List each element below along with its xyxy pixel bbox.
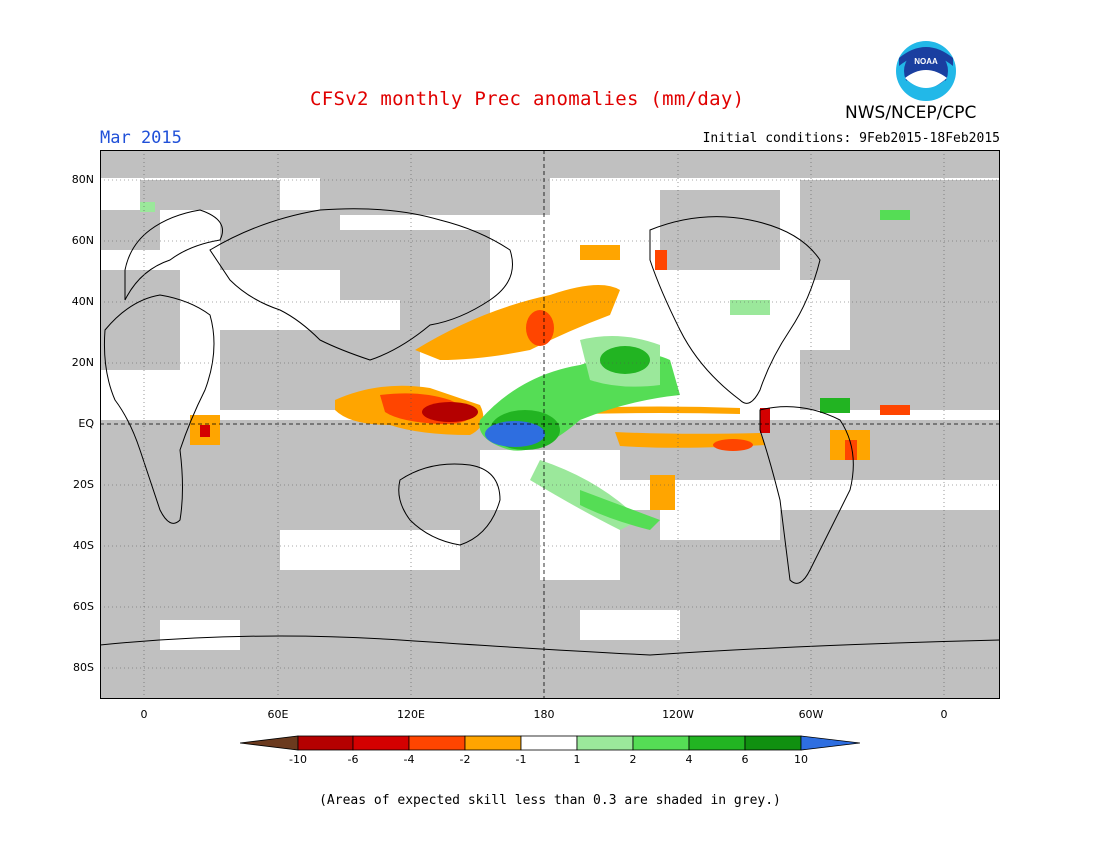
skill-note: (Areas of expected skill less than 0.3 a…: [319, 793, 781, 808]
colorbar-segment: [297, 735, 354, 751]
colorbar-label: 1: [573, 753, 581, 766]
coast-asia: [209, 208, 513, 361]
dry-core-north-pacific: [526, 310, 554, 346]
lat-label: 60S: [73, 600, 94, 613]
lat-label: 20N: [71, 356, 94, 369]
colorbar-label: -10: [289, 753, 307, 766]
wet-core-west-pacific: [485, 421, 545, 447]
dry-core-philippines: [422, 402, 478, 422]
colorbar-label: -6: [347, 753, 359, 766]
dry-anomalies: [190, 245, 910, 510]
agency-label: NWS/NCEP/CPC: [845, 103, 977, 123]
anomaly-map: [100, 150, 1000, 699]
lat-label: 40N: [71, 295, 94, 308]
lon-label: 0: [940, 708, 948, 721]
wet-anomalies: [140, 202, 910, 530]
coast-australia: [398, 463, 501, 546]
lon-label: 0: [140, 708, 148, 721]
colorbar-label: -4: [403, 753, 415, 766]
lat-label: 20S: [73, 478, 94, 491]
dry-region-central-america: [760, 408, 770, 433]
colorbar-arrow-right: [800, 735, 860, 751]
colorbar-segment: [576, 735, 634, 751]
colorbar-label: 4: [685, 753, 693, 766]
lat-label: 60N: [71, 234, 94, 247]
wet-region-amazon: [820, 398, 850, 413]
lat-label: 40S: [73, 539, 94, 552]
noaa-logo: NOAA: [896, 41, 956, 101]
wet-core-subtropical: [600, 346, 650, 374]
dry-core-equatorial-pacific: [713, 439, 753, 451]
initial-conditions: Initial conditions: 9Feb2015-18Feb2015: [702, 131, 1000, 146]
chart-title: CFSv2 monthly Prec anomalies (mm/day): [310, 88, 745, 110]
coast-africa: [103, 294, 215, 524]
colorbar-label: -1: [515, 753, 527, 766]
coast-south-america: [759, 406, 854, 584]
dry-region-alaska: [655, 250, 667, 270]
coast-antarctica: [100, 635, 1000, 656]
dry-region-atlantic: [880, 405, 910, 415]
colorbar-label: -2: [459, 753, 471, 766]
colorbar-segment: [632, 735, 690, 751]
colorbar-arrow-left: [240, 735, 299, 751]
colorbar-label: 2: [629, 753, 637, 766]
lon-label: 120W: [662, 708, 694, 721]
coast-north-america: [649, 216, 821, 404]
colorbar-label: 10: [794, 753, 808, 766]
coast-europe: [124, 209, 223, 301]
colorbar: [240, 735, 860, 751]
lat-label: 80S: [73, 661, 94, 674]
colorbar-segment: [520, 735, 578, 751]
forecast-month: Mar 2015: [100, 128, 182, 148]
lon-label: 60E: [267, 708, 289, 721]
lon-label: 120E: [397, 708, 425, 721]
dry-band-itcz: [580, 406, 740, 414]
lon-label: 60W: [798, 708, 824, 721]
wet-region-arctic: [880, 210, 910, 220]
colorbar-segment: [688, 735, 746, 751]
colorbar-segment: [408, 735, 466, 751]
lat-label: 80N: [71, 173, 94, 186]
dry-region-south-pacific: [650, 475, 675, 510]
dry-region-pacific-nw: [580, 245, 620, 260]
lon-label: 180: [533, 708, 555, 721]
colorbar-label: 6: [741, 753, 749, 766]
coastlines: [100, 208, 1000, 656]
colorbar-segment: [352, 735, 410, 751]
noaa-logo-text: NOAA: [914, 57, 938, 66]
lat-label: EQ: [78, 417, 94, 430]
colorbar-segment: [464, 735, 522, 751]
dry-band-north-pacific: [415, 285, 620, 360]
colorbar-segment: [744, 735, 802, 751]
wet-region-gulf: [730, 300, 770, 315]
